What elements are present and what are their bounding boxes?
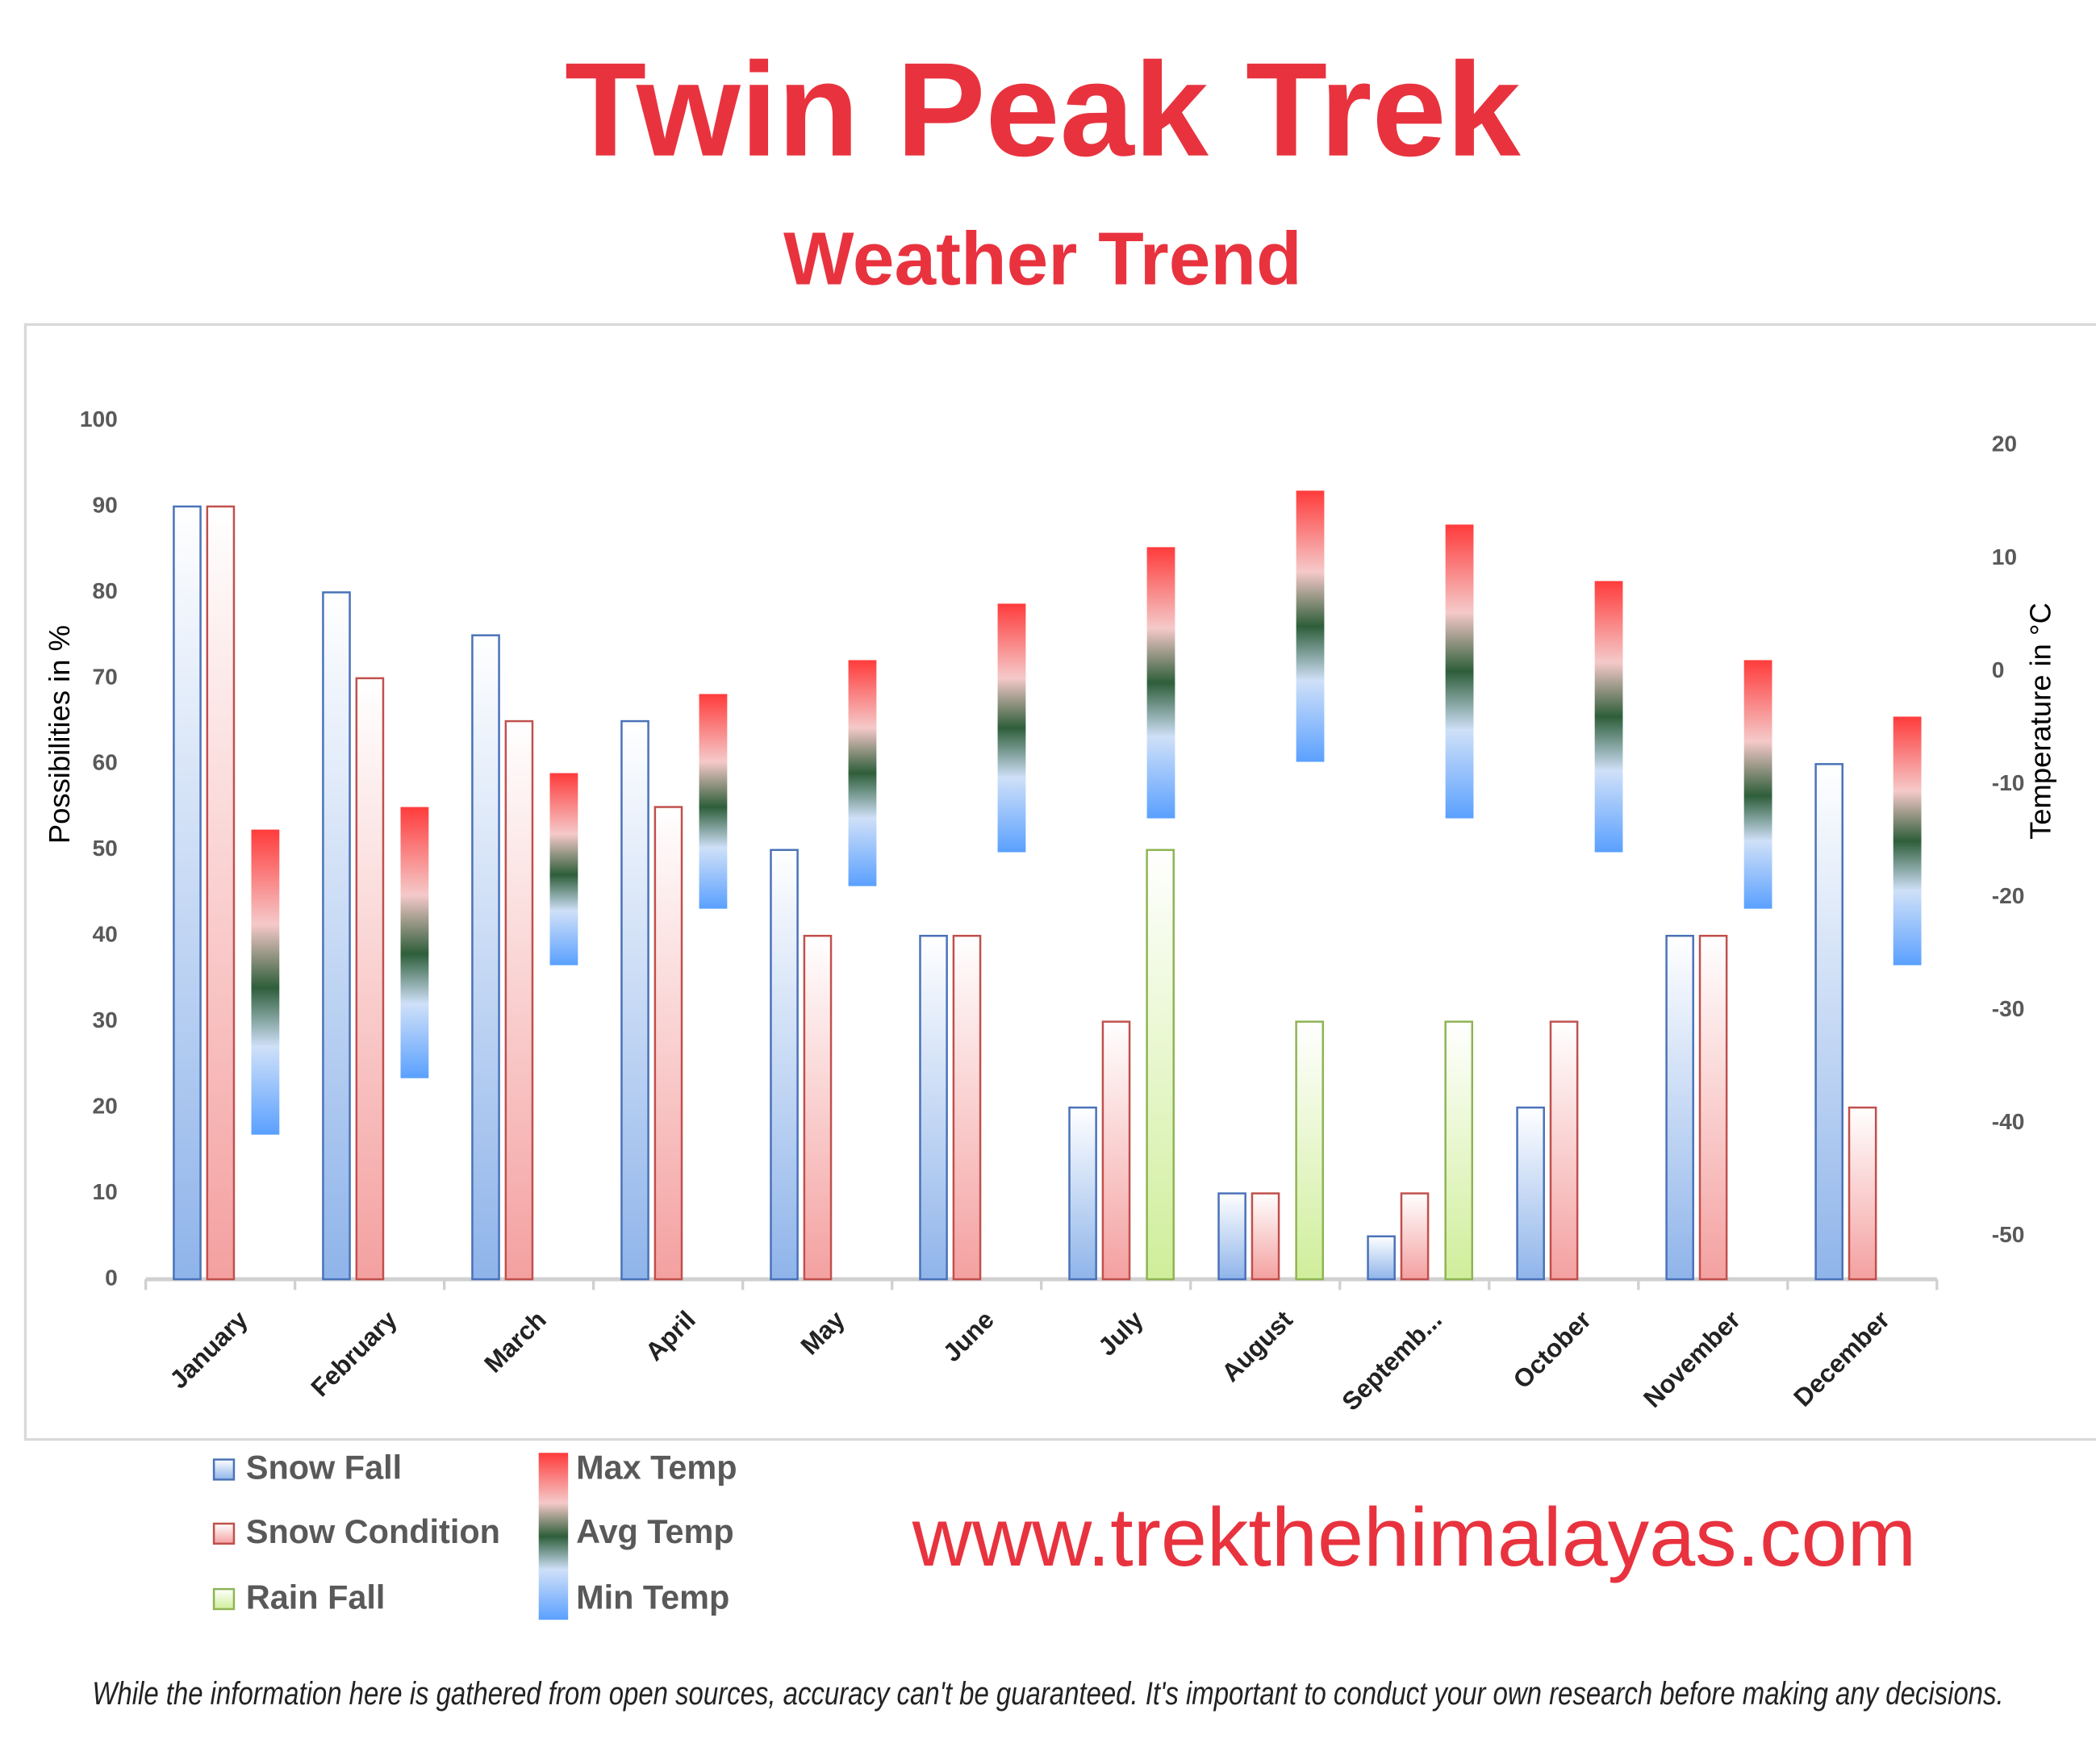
temp-range-bar xyxy=(251,829,280,1135)
y2-tick-label: -40 xyxy=(1992,1109,2025,1134)
plot-frame xyxy=(23,323,2096,1441)
bar xyxy=(1068,1106,1097,1281)
temp-range-bar xyxy=(997,603,1026,853)
y2-tick-label: -50 xyxy=(1992,1222,2025,1247)
x-tick-label: August xyxy=(1217,1305,1299,1387)
bar xyxy=(173,505,202,1281)
bar xyxy=(1251,1192,1280,1281)
legend-swatch xyxy=(212,1522,236,1545)
legend-label: Min Temp xyxy=(576,1578,729,1616)
x-tick-label: May xyxy=(795,1305,850,1360)
bar xyxy=(919,934,948,1281)
bar xyxy=(1848,1106,1877,1281)
disclaimer: While the information here is gathered f… xyxy=(92,1676,2003,1712)
temp-range-bar xyxy=(400,807,429,1078)
legend-label: Max Temp xyxy=(576,1449,737,1487)
x-tick-label: June xyxy=(937,1305,1000,1367)
bar xyxy=(1516,1106,1545,1281)
website: www.trekthehimalayas.com xyxy=(912,1491,1916,1583)
bar xyxy=(206,505,236,1281)
y2-tick-label: -30 xyxy=(1992,996,2025,1021)
y-tick-label: 10 xyxy=(92,1179,117,1204)
bar xyxy=(1814,763,1843,1281)
bar xyxy=(1217,1192,1246,1281)
bar xyxy=(355,677,385,1281)
bar xyxy=(1146,849,1175,1281)
y2-tick-label: -10 xyxy=(1992,770,2025,795)
x-tick-label: Septemb... xyxy=(1337,1305,1447,1416)
bar xyxy=(1665,934,1694,1281)
legend-label: Rain Fall xyxy=(246,1578,386,1616)
x-tick-label: March xyxy=(479,1305,552,1378)
subtitle: Weather Trend xyxy=(783,216,1302,300)
bar xyxy=(1400,1192,1430,1281)
x-tick-label: February xyxy=(306,1305,403,1402)
legend-swatch xyxy=(212,1587,236,1611)
x-tick-label: December xyxy=(1789,1305,1895,1412)
bar xyxy=(1367,1235,1396,1281)
bar xyxy=(770,849,799,1281)
bar xyxy=(322,591,351,1281)
bar xyxy=(1295,1020,1325,1281)
legend-label: Snow Fall xyxy=(246,1449,402,1487)
bar xyxy=(504,719,534,1281)
temp-range-bar xyxy=(1893,716,1922,965)
bar xyxy=(952,934,982,1281)
legend-label: Avg Temp xyxy=(576,1513,734,1550)
title: Twin Peak Trek xyxy=(565,35,1522,185)
y-tick-label: 30 xyxy=(92,1007,117,1032)
temp-range-bar xyxy=(1445,524,1474,819)
x-tick-label: October xyxy=(1508,1305,1597,1394)
y-tick-label: 80 xyxy=(92,578,117,603)
temp-range-bar xyxy=(848,660,877,886)
x-tick-label: January xyxy=(165,1305,253,1394)
legend-swatch xyxy=(212,1458,236,1481)
y-tick-label: 70 xyxy=(92,664,117,689)
temp-range-bar xyxy=(1594,581,1623,853)
bar xyxy=(1698,934,1728,1281)
y-tick-label: 40 xyxy=(92,922,117,947)
y-tick-label: 20 xyxy=(92,1094,117,1119)
bar xyxy=(653,806,683,1281)
x-tick-label: July xyxy=(1093,1305,1150,1362)
bar xyxy=(1549,1020,1579,1281)
x-tick-label: November xyxy=(1638,1305,1746,1412)
x-tick-label: April xyxy=(640,1305,700,1366)
y2-tick-label: 20 xyxy=(1992,432,2017,457)
y-tick-label: 50 xyxy=(92,836,117,861)
legend: Snow Fall Snow Condition Rain Fall Max Temp… xyxy=(212,1449,737,1620)
legend-swatch xyxy=(538,1453,569,1620)
temp-range-bar xyxy=(549,773,578,965)
temp-range-bar xyxy=(1146,547,1175,819)
bar xyxy=(1444,1020,1474,1281)
y-axis-title: Possibilities in % xyxy=(43,625,76,844)
legend-label: Snow Condition xyxy=(246,1513,500,1550)
bar xyxy=(1101,1020,1131,1281)
bar xyxy=(803,934,833,1281)
temp-range-bar xyxy=(699,694,728,909)
bar xyxy=(471,634,500,1281)
y-tick-label: 60 xyxy=(92,750,117,775)
y2-tick-label: 0 xyxy=(1992,657,2005,682)
temp-range-bar xyxy=(1743,660,1772,909)
y-tick-label: 90 xyxy=(92,492,117,517)
bar xyxy=(620,719,649,1281)
y-tick-label: 0 xyxy=(105,1265,118,1290)
y-tick-label: 100 xyxy=(80,407,118,432)
y2-axis-title: Temperature in °C xyxy=(2023,603,2056,840)
temp-range-bar xyxy=(1296,490,1325,762)
y2-tick-label: 10 xyxy=(1992,544,2017,569)
y2-tick-label: -20 xyxy=(1992,883,2025,908)
